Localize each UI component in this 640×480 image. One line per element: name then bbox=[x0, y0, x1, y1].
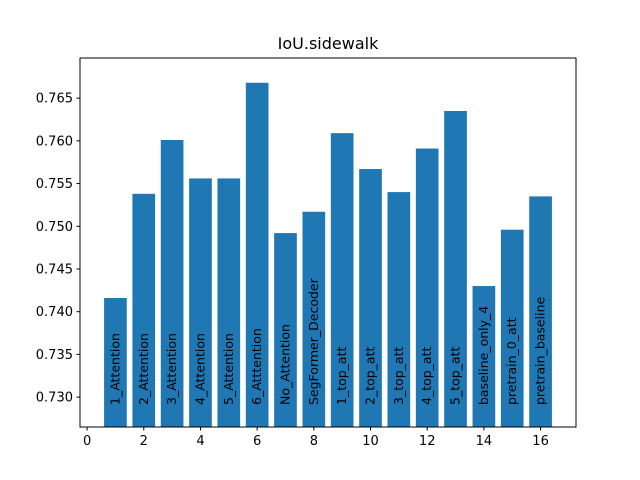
bars-layer bbox=[104, 82, 552, 427]
bar bbox=[217, 178, 241, 427]
x-tick-label: 14 bbox=[476, 434, 493, 449]
chart-title: IoU.sidewalk bbox=[278, 34, 379, 53]
bar-label: 4_top_att bbox=[419, 347, 434, 405]
bar bbox=[330, 133, 354, 427]
bar bbox=[132, 193, 156, 427]
bar bbox=[415, 148, 439, 427]
y-tick-label: 0.730 bbox=[36, 391, 73, 406]
bar-label: 5_top_att bbox=[448, 347, 463, 405]
bar-label: baseline_only_4 bbox=[476, 306, 491, 405]
x-tick-label: 8 bbox=[310, 434, 318, 449]
x-tick-label: 16 bbox=[532, 434, 549, 449]
bar-label: pretrain_baseline bbox=[533, 296, 548, 405]
bar-label: No_Attention bbox=[277, 324, 292, 405]
plot-frame bbox=[79, 57, 577, 428]
y-tick-label: 0.750 bbox=[36, 220, 73, 235]
bar bbox=[245, 82, 269, 427]
y-tick-label: 0.740 bbox=[36, 305, 73, 320]
y-axis: 0.730 0.735 0.740 0.745 0.750 0.755 0.760 0.765 bbox=[36, 92, 80, 406]
bar bbox=[472, 286, 496, 427]
y-tick-label: 0.765 bbox=[36, 92, 73, 107]
bar-label: SegFormer_Decoder bbox=[306, 277, 321, 405]
bar bbox=[302, 211, 326, 427]
bar bbox=[160, 140, 184, 427]
bar bbox=[274, 233, 297, 427]
y-tick-label: 0.755 bbox=[36, 177, 73, 192]
bar-label: 4_Attention bbox=[192, 333, 207, 405]
bar-label: 1_top_att bbox=[334, 347, 349, 405]
bar bbox=[529, 196, 552, 427]
bar bbox=[359, 169, 382, 427]
bar bbox=[500, 229, 524, 427]
bar-label: 3_top_att bbox=[391, 347, 406, 405]
bar bbox=[387, 192, 411, 427]
x-tick-label: 4 bbox=[196, 434, 204, 449]
bar-label: 2_top_att bbox=[363, 347, 378, 405]
bar-label: 3_Attention bbox=[164, 333, 179, 405]
x-tick-label: 2 bbox=[140, 434, 148, 449]
x-tick-label: 10 bbox=[362, 434, 379, 449]
x-tick-label: 12 bbox=[419, 434, 436, 449]
bar-label: pretrain_0_att bbox=[504, 317, 519, 405]
bar-label: 1_Attention bbox=[107, 333, 122, 405]
bar-label: 5_Attention bbox=[221, 333, 236, 405]
bar-labels-layer: 1_Attention 2_Attention 3_Attention 4_Atten… bbox=[107, 277, 547, 405]
bar bbox=[104, 298, 127, 427]
bar bbox=[189, 178, 212, 427]
x-tick-label: 0 bbox=[83, 434, 91, 449]
bar-label: 2_Attention bbox=[136, 333, 151, 405]
y-tick-label: 0.760 bbox=[36, 134, 73, 149]
y-tick-label: 0.745 bbox=[36, 262, 73, 277]
bar bbox=[444, 110, 467, 427]
x-tick-label: 6 bbox=[253, 434, 261, 449]
bar-label: 6_Atttention bbox=[249, 328, 264, 405]
y-tick-label: 0.735 bbox=[36, 348, 73, 363]
x-axis: 0 2 4 6 8 10 12 14 16 bbox=[83, 427, 549, 449]
